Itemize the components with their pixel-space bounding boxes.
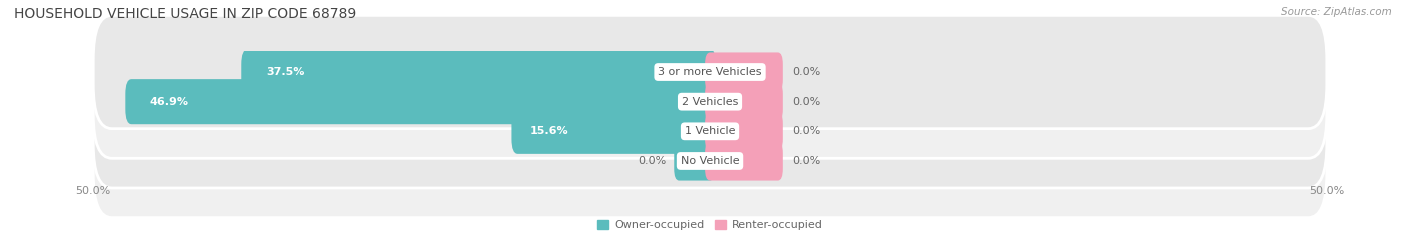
- Text: Source: ZipAtlas.com: Source: ZipAtlas.com: [1281, 7, 1392, 17]
- Text: 2 Vehicles: 2 Vehicles: [682, 97, 738, 107]
- FancyBboxPatch shape: [704, 112, 783, 151]
- FancyBboxPatch shape: [93, 45, 1327, 158]
- Text: No Vehicle: No Vehicle: [681, 156, 740, 166]
- FancyBboxPatch shape: [512, 109, 716, 154]
- Text: 0.0%: 0.0%: [793, 126, 821, 136]
- Legend: Owner-occupied, Renter-occupied: Owner-occupied, Renter-occupied: [593, 216, 827, 233]
- Text: 3 or more Vehicles: 3 or more Vehicles: [658, 67, 762, 77]
- FancyBboxPatch shape: [93, 15, 1327, 129]
- Text: 1 Vehicle: 1 Vehicle: [685, 126, 735, 136]
- FancyBboxPatch shape: [93, 104, 1327, 218]
- FancyBboxPatch shape: [675, 141, 716, 181]
- Text: 15.6%: 15.6%: [530, 126, 568, 136]
- Text: 0.0%: 0.0%: [793, 97, 821, 107]
- FancyBboxPatch shape: [242, 49, 716, 95]
- FancyBboxPatch shape: [704, 52, 783, 92]
- Text: HOUSEHOLD VEHICLE USAGE IN ZIP CODE 68789: HOUSEHOLD VEHICLE USAGE IN ZIP CODE 6878…: [14, 7, 356, 21]
- Text: 46.9%: 46.9%: [150, 97, 188, 107]
- Text: 0.0%: 0.0%: [638, 156, 666, 166]
- Text: 0.0%: 0.0%: [793, 156, 821, 166]
- FancyBboxPatch shape: [125, 79, 716, 124]
- FancyBboxPatch shape: [93, 75, 1327, 188]
- Text: 0.0%: 0.0%: [793, 67, 821, 77]
- FancyBboxPatch shape: [704, 141, 783, 181]
- FancyBboxPatch shape: [704, 82, 783, 121]
- Text: 37.5%: 37.5%: [266, 67, 304, 77]
